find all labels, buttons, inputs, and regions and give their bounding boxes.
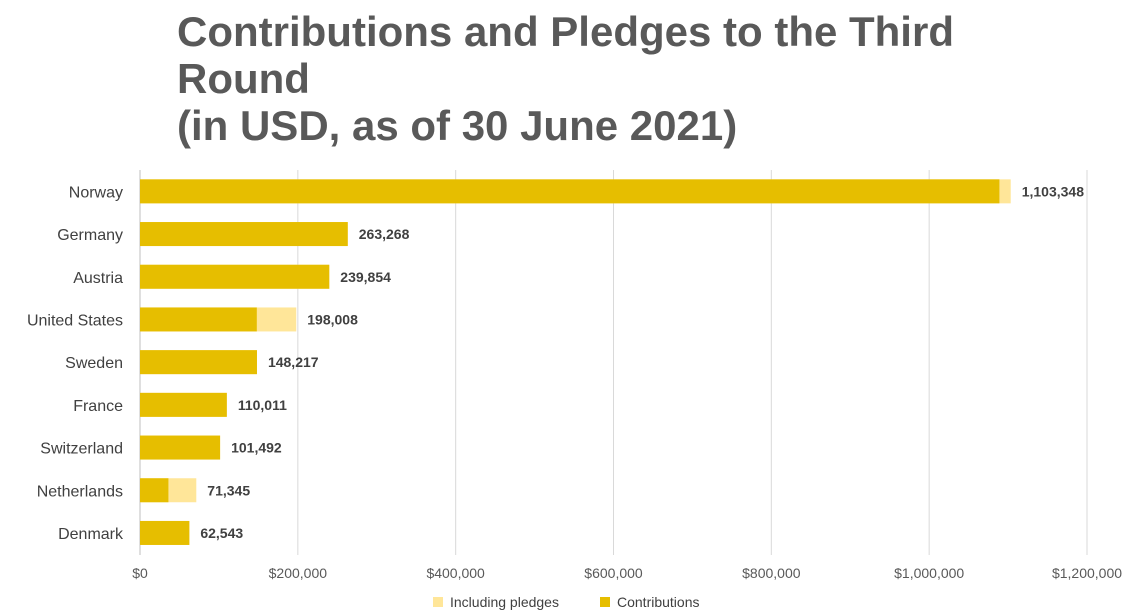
- data-label: 198,008: [307, 311, 358, 327]
- category-label: France: [73, 398, 123, 415]
- bar-contributions: [140, 264, 330, 289]
- x-tick-label: $400,000: [426, 565, 485, 581]
- data-label: 263,268: [359, 226, 410, 242]
- data-label: 1,103,348: [1022, 183, 1084, 199]
- legend-label: Including pledges: [450, 594, 559, 610]
- data-label: 101,492: [231, 440, 282, 456]
- category-label: Switzerland: [40, 441, 123, 458]
- legend-label: Contributions: [617, 594, 700, 610]
- bar-contributions: [140, 520, 190, 545]
- bar-contributions: [140, 435, 221, 460]
- data-label: 110,011: [238, 397, 287, 413]
- x-tick-label: $600,000: [584, 565, 643, 581]
- labels: $0 $200,000 $400,000 $600,000 $800,000 $1,000…: [27, 183, 1122, 581]
- category-label: Austria: [73, 270, 123, 287]
- category-label: Denmark: [58, 526, 124, 543]
- bar-contributions: [140, 307, 257, 332]
- data-label: 148,217: [268, 354, 319, 370]
- chart-title: Contributions and Pledges to the Third R…: [177, 8, 1057, 149]
- bar-contributions: [140, 478, 169, 503]
- data-label: 239,854: [340, 269, 391, 285]
- bar-contributions: [140, 179, 1000, 204]
- x-tick-label: $1,200,000: [1052, 565, 1122, 581]
- chart-title-line-3: (in USD, as of 30 June 2021): [177, 102, 738, 149]
- bar-contributions: [140, 392, 227, 417]
- category-label: United States: [27, 312, 123, 329]
- bar-contributions: [140, 222, 348, 247]
- category-label: Sweden: [65, 355, 123, 372]
- chart-title-line-2: Round: [177, 55, 310, 102]
- category-label: Norway: [69, 184, 123, 201]
- legend-swatch: [433, 597, 443, 607]
- x-tick-label: $1,000,000: [894, 565, 964, 581]
- bars: [140, 179, 1011, 545]
- legend: Including pledges Contributions: [433, 594, 700, 610]
- category-label: Netherlands: [37, 483, 123, 500]
- data-label: 62,543: [200, 525, 243, 541]
- data-label: 71,345: [207, 482, 250, 498]
- chart-title-line-1: Contributions and Pledges to the Third: [177, 8, 954, 55]
- x-tick-label: $800,000: [742, 565, 801, 581]
- x-tick-label: $200,000: [269, 565, 328, 581]
- bar-contributions: [140, 350, 257, 375]
- legend-swatch: [600, 597, 610, 607]
- category-label: Germany: [57, 227, 123, 244]
- x-tick-label: $0: [132, 565, 148, 581]
